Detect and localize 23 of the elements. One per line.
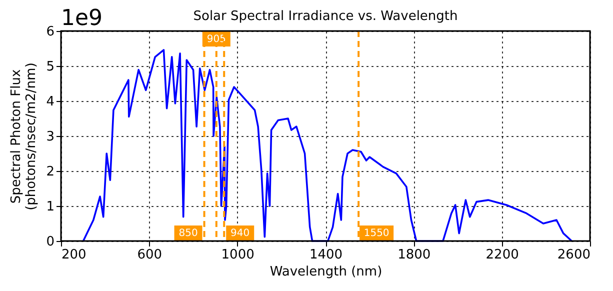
y-tick-label: 0 (46, 234, 54, 250)
y-tick-label: 3 (46, 130, 54, 144)
y-axis-title: Spectral Photon Flux (photons/nsec/m2/nm) (9, 62, 40, 210)
ref-line-label: 1550 (364, 228, 390, 239)
y-tick-label: 5 (46, 60, 54, 74)
x-tick-label: 200 (62, 248, 86, 262)
ref-line-label: 940 (230, 228, 250, 239)
ref-line-label: 850 (178, 228, 198, 239)
text: 1e9 (61, 6, 103, 31)
x-tick-label: 1000 (221, 248, 254, 262)
x-tick-label: 2200 (486, 248, 519, 262)
x-axis-title: Wavelength (nm) (270, 264, 382, 280)
x-tick-label: 1800 (398, 248, 431, 262)
line-series (82, 49, 573, 242)
x-tick-label: 2600 (557, 248, 590, 262)
ref-line-label: 905 (206, 34, 226, 45)
chart-title: Solar Spectral Irradiance vs. Wavelength (193, 9, 458, 24)
y-tick-label: 2 (46, 164, 54, 180)
y-tick-label: 4 (46, 94, 54, 110)
x-tick-label: 600 (137, 248, 162, 262)
y-tick-label: 1 (46, 200, 54, 214)
y-tick-label: 6 (46, 24, 54, 40)
x-tick-label: 1400 (309, 248, 343, 262)
